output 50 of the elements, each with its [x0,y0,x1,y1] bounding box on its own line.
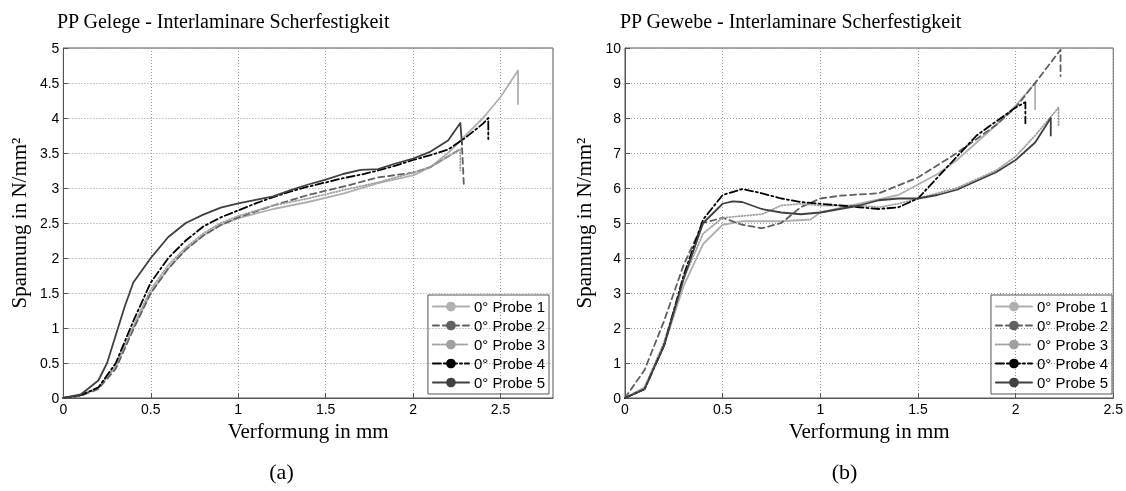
y-tick-label: 4.5 [39,75,60,91]
x-tick-label: 1 [816,401,825,417]
legend-label: 0° Probe 1 [473,298,545,315]
legend-label: 0° Probe 4 [1036,355,1108,372]
y-tick-label: 6 [613,180,622,196]
y-tick-label: 1.5 [39,285,60,301]
y-tick-label: 8 [613,110,622,126]
text: (a) [269,458,294,484]
y-tick-label: 7 [613,145,622,161]
x-tick-label: 2 [1011,401,1020,417]
legend-label: 0° Probe 1 [1036,298,1108,315]
legend-label: 0° Probe 5 [473,374,545,391]
y-tick-label: 3.5 [39,145,60,161]
y-tick-label: 5 [613,215,622,231]
y-tick-label: 0.5 [39,355,60,371]
x-tick-label: 2 [409,401,418,417]
y-axis-title: Spannung in N/mm² [6,137,31,309]
x-tick-label: 0.5 [712,401,733,417]
x-tick-label: 1 [234,401,243,417]
legend-label: 0° Probe 4 [473,355,545,372]
chart-title: PP Gelege - Interlaminare Scherfestigkeit [57,10,390,33]
legend-label: 0° Probe 5 [1036,374,1108,391]
x-axis-title: Verformung in mm [788,419,950,444]
text: (b) [831,458,858,484]
x-tick-label: 2.5 [1103,401,1124,417]
y-tick-label: 4 [51,110,60,126]
legend-label: 0° Probe 3 [1036,336,1108,353]
x-tick-label: 1.5 [908,401,928,417]
y-tick-label: 9 [613,75,622,91]
y-tick-label: 2 [613,320,622,336]
y-tick-label: 2 [51,250,60,266]
x-tick-label: 0.5 [141,401,161,417]
y-tick-label: 5 [51,40,60,56]
y-tick-label: 3 [51,180,60,196]
y-tick-label: 1 [51,320,60,336]
y-tick-label: 0 [51,390,60,406]
y-tick-label: 1 [613,355,622,371]
legend-label: 0° Probe 3 [473,336,545,353]
y-tick-label: 0 [613,390,622,406]
x-axis-title: Verformung in mm [227,419,389,444]
y-axis-title: Spannung in N/mm² [572,137,597,309]
chart-title: PP Gewebe - Interlaminare Scherfestigkeit [620,10,962,33]
legend-label: 0° Probe 2 [1036,317,1108,334]
y-tick-label: 2.5 [39,215,60,231]
x-tick-label: 1.5 [315,401,336,417]
x-tick-label: 2.5 [490,401,511,417]
y-tick-label: 3 [613,285,622,301]
y-tick-label: 4 [613,250,622,266]
legend-label: 0° Probe 2 [473,317,545,334]
y-tick-label: 10 [605,40,622,56]
